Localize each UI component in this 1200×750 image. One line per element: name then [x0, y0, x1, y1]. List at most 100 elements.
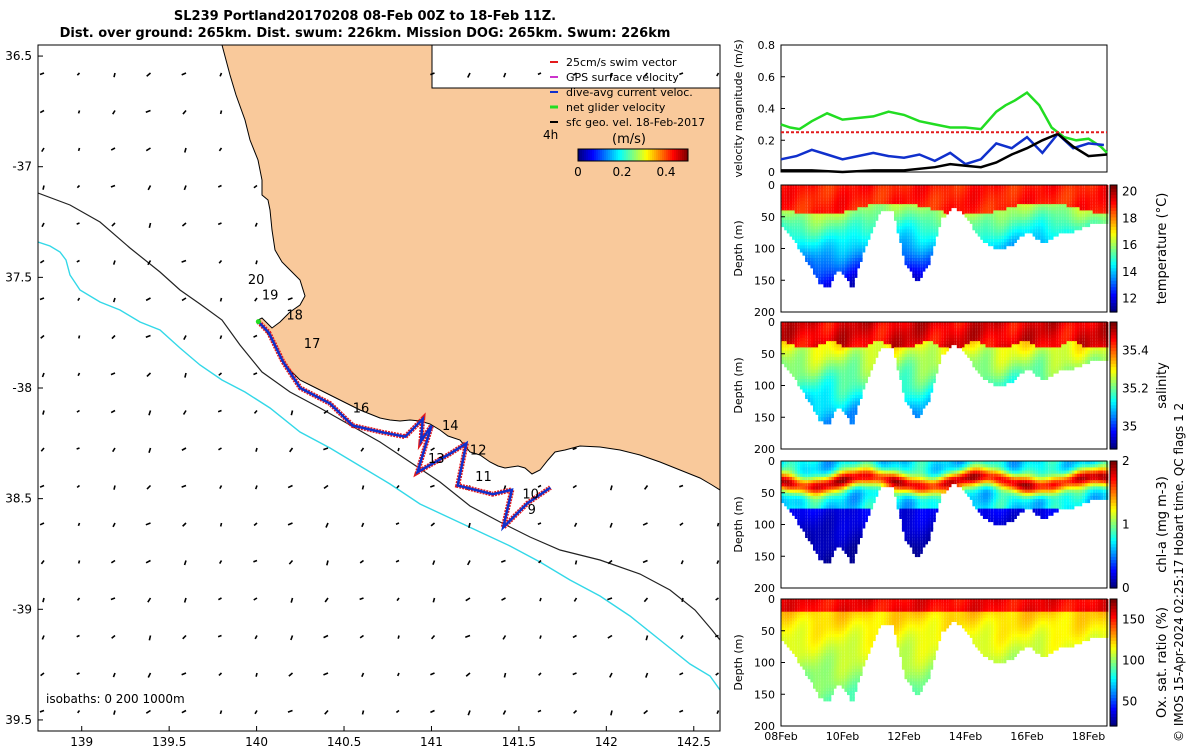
section-cell	[1079, 363, 1083, 368]
section-cell	[818, 239, 821, 243]
section-cell	[1014, 328, 1017, 333]
section-cell	[852, 391, 855, 396]
section-cell	[996, 219, 999, 224]
section-cell	[917, 264, 921, 269]
section-cell	[799, 360, 803, 365]
section-cell	[833, 235, 837, 240]
section-cell	[930, 347, 934, 352]
section-cell	[1003, 200, 1007, 205]
section-cell	[917, 379, 921, 384]
section-cell	[823, 267, 826, 272]
section-cell	[928, 191, 931, 196]
velocity-arrow	[432, 560, 436, 565]
section-cell	[1016, 185, 1020, 189]
section-cell	[849, 213, 853, 218]
section-cell	[818, 258, 821, 262]
section-cell	[841, 261, 845, 266]
section-cell	[831, 360, 834, 365]
section-cell	[802, 191, 806, 196]
section-cell	[826, 277, 829, 282]
section-cell	[1027, 344, 1030, 349]
section-cell	[828, 267, 832, 272]
section-cell	[1035, 229, 1038, 234]
section-cell	[828, 353, 832, 358]
velocity-arrow	[325, 522, 329, 528]
section-cell	[878, 325, 881, 330]
section-cell	[836, 350, 840, 355]
section-cell	[1048, 334, 1051, 339]
section-cell	[828, 185, 832, 189]
section-cell	[886, 322, 889, 326]
section-cell	[1100, 219, 1104, 224]
legend-net: net glider velocity	[566, 101, 666, 114]
section-cell	[823, 197, 826, 202]
section-cell	[1024, 334, 1028, 339]
section-cell	[852, 420, 855, 425]
section-cell	[805, 353, 808, 358]
section-cell	[883, 204, 887, 209]
section-cell	[831, 331, 834, 336]
section-cell	[841, 376, 845, 380]
section-cell	[833, 264, 837, 269]
section-cell	[849, 251, 853, 256]
section-cell	[786, 210, 790, 215]
section-cell	[904, 379, 908, 384]
section-cell	[922, 372, 926, 377]
section-cell	[826, 395, 829, 399]
section-cell	[1058, 219, 1062, 224]
section-cell	[878, 334, 881, 339]
section-cell	[954, 185, 957, 189]
section-cell	[836, 197, 840, 202]
section-cell	[792, 337, 795, 342]
section-cell	[833, 267, 837, 272]
section-cell	[810, 395, 813, 399]
section-cell	[852, 395, 855, 399]
section-cell	[826, 360, 829, 365]
section-cell	[784, 216, 787, 221]
section-cell	[996, 337, 999, 342]
section-cell	[912, 334, 915, 339]
section-cell	[1043, 334, 1046, 339]
section-cell	[909, 191, 913, 196]
section-cell	[841, 372, 845, 377]
section-cell	[938, 341, 942, 346]
section-cell	[1022, 194, 1025, 199]
section-cell	[805, 242, 808, 247]
section-cell	[860, 382, 863, 387]
section-cell	[799, 350, 803, 355]
section-cell	[860, 248, 863, 253]
section-cell	[841, 219, 845, 224]
section-cell	[818, 267, 821, 272]
section-cell	[873, 207, 876, 212]
section-cell	[852, 344, 855, 349]
section-cell	[1037, 341, 1041, 346]
velocity-arrow	[643, 485, 649, 490]
section-cell	[980, 213, 983, 218]
section-cell	[1011, 353, 1015, 358]
section-cell	[1011, 337, 1015, 342]
section-cell	[920, 267, 923, 272]
section-cell	[852, 407, 855, 412]
section-cell	[854, 410, 858, 415]
section-cell	[1006, 226, 1009, 231]
section-cell	[1082, 207, 1085, 212]
section-cell	[972, 210, 975, 215]
section-cell	[1009, 229, 1012, 234]
section-cell	[810, 401, 813, 406]
velocity-arrow	[181, 222, 187, 227]
section-colorbar-cell	[1110, 185, 1117, 189]
section-cell	[797, 369, 800, 374]
section-cell	[860, 185, 863, 189]
section-cell	[1035, 216, 1038, 221]
section-cell	[980, 363, 983, 368]
section-cell	[938, 213, 942, 218]
section-cell	[1087, 194, 1091, 199]
section-cell	[1027, 213, 1030, 218]
section-cell	[847, 213, 850, 218]
section-cell	[826, 407, 829, 412]
section-cell	[901, 213, 905, 218]
section-cell	[1027, 229, 1030, 234]
section-cell	[844, 372, 847, 377]
section-cell	[909, 251, 913, 256]
section-cell	[933, 372, 936, 377]
